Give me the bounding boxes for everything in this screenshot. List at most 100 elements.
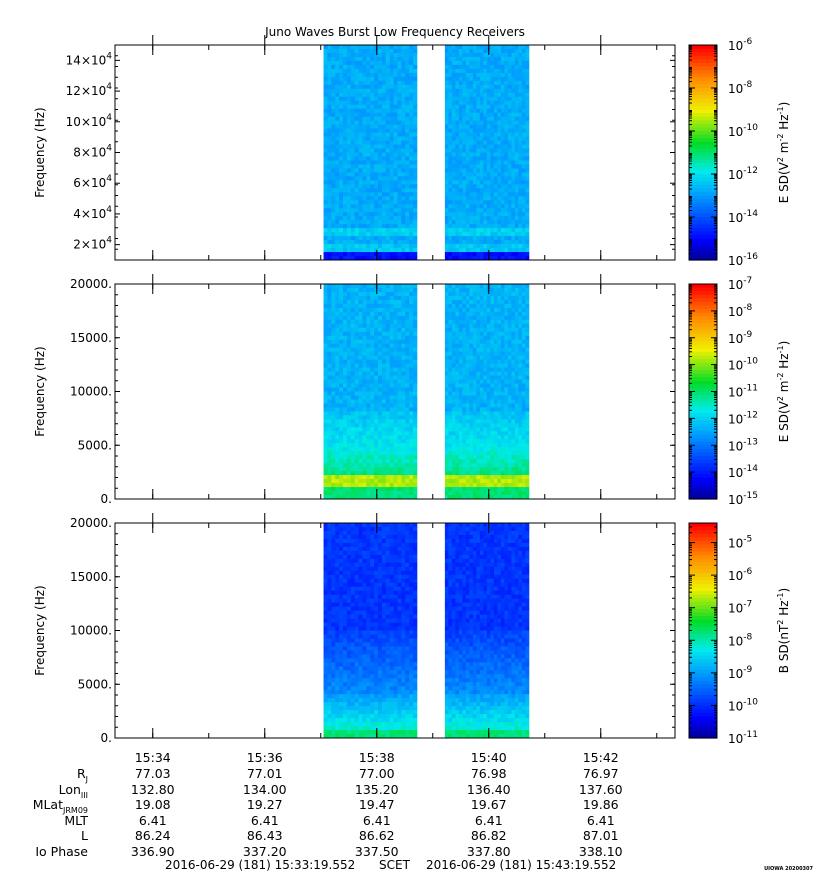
spectrogram-cell <box>327 92 332 98</box>
spectrogram-cell <box>525 176 530 181</box>
spectrogram-cell <box>362 363 367 369</box>
spectrogram-cell <box>514 140 519 145</box>
spectrogram-cell <box>472 236 477 241</box>
spectrogram-cell <box>378 367 383 372</box>
spectrogram-cell <box>521 240 526 245</box>
spectrogram-cell <box>389 164 394 169</box>
spectrogram-cell <box>465 108 470 114</box>
spectrogram-cell <box>335 323 340 329</box>
spectrogram-cell <box>413 451 418 456</box>
spectrogram-cell <box>486 323 491 329</box>
spectrogram-cell <box>354 160 359 165</box>
spectrogram-cell <box>358 252 363 257</box>
spectrogram-cell <box>413 363 418 369</box>
spectrogram-cell <box>346 351 352 357</box>
spectrogram-cell <box>358 120 363 126</box>
spectrogram-cell <box>327 331 332 337</box>
spectrogram-cell <box>350 152 356 157</box>
spectrogram-cell <box>413 108 418 114</box>
spectrogram-cell <box>514 200 519 205</box>
spectrogram-cell <box>343 96 348 102</box>
spectrogram-cell <box>500 339 505 345</box>
spectrogram-cell <box>366 256 371 261</box>
spectrogram-cell <box>500 311 505 317</box>
spectrogram-cell <box>381 355 387 361</box>
spectrogram-cell <box>327 144 332 149</box>
spectrogram-cell <box>385 56 391 62</box>
spectrogram-cell <box>413 244 418 249</box>
spectrogram-cell <box>493 327 498 333</box>
spectrogram-cell <box>521 403 526 408</box>
spectrogram-cell <box>358 443 363 448</box>
spectrogram-cell <box>486 200 491 205</box>
spectrogram-cell <box>350 467 356 472</box>
spectrogram-cell <box>323 463 328 468</box>
spectrogram-cell <box>350 244 356 249</box>
spectrogram-cell <box>331 192 336 197</box>
spectrogram-cell <box>350 299 356 305</box>
spectrogram-cell <box>521 116 526 122</box>
spectrogram-cell <box>462 311 467 317</box>
spectrogram-cell <box>331 216 336 221</box>
spectrogram-cell <box>409 399 414 404</box>
spectrogram-cell <box>346 240 352 245</box>
spectrogram-cell <box>479 244 484 249</box>
spectrogram-cell <box>444 104 449 110</box>
spectrogram-cell <box>393 359 398 365</box>
spectrogram-cell <box>518 68 523 74</box>
spectrogram-cell <box>497 64 502 70</box>
colorbar-segment <box>689 102 717 107</box>
spectrogram-cell <box>401 311 406 317</box>
spectrogram-cell <box>511 196 516 201</box>
spectrogram-cell <box>366 80 371 86</box>
spectrogram-cell <box>405 180 410 185</box>
spectrogram-cell <box>374 435 379 440</box>
spectrogram-cell <box>465 68 470 74</box>
spectrogram-cell <box>469 311 474 317</box>
spectrogram-cell <box>455 132 460 137</box>
spectrogram-cell <box>472 45 477 50</box>
spectrogram-cell <box>483 196 488 201</box>
spectrogram-cell <box>507 120 512 126</box>
spectrogram-cell <box>465 236 470 241</box>
spectrogram-cell <box>401 423 406 428</box>
spectrogram-cell <box>518 188 523 193</box>
spectrogram-cell <box>521 208 526 213</box>
spectrogram-cell <box>483 291 488 297</box>
spectrogram-cell <box>413 287 418 293</box>
spectrogram-cell <box>339 200 344 205</box>
spectrogram-cell <box>378 419 383 424</box>
spectrogram-cell <box>448 148 453 153</box>
spectrogram-cell <box>451 128 456 133</box>
spectrogram-cell <box>497 172 502 177</box>
spectrogram-cell <box>366 248 371 253</box>
spectrogram-cell <box>374 415 379 420</box>
spectrogram-cell <box>511 124 516 130</box>
spectrogram-cell <box>389 495 394 500</box>
spectrogram-cell <box>405 359 410 365</box>
spectrogram-cell <box>374 236 379 241</box>
spectrogram-cell <box>465 212 470 217</box>
spectrogram-cell <box>362 144 367 149</box>
spectrogram-cell <box>514 68 519 74</box>
spectrogram-cell <box>350 192 356 197</box>
spectrogram-cell <box>331 435 336 440</box>
spectrogram-cell <box>455 116 460 122</box>
spectrogram-cell <box>500 192 505 197</box>
spectrogram-cell <box>378 224 383 229</box>
spectrogram-cell <box>409 176 414 181</box>
spectrogram-cell <box>397 335 402 341</box>
spectrogram-cell <box>370 172 375 177</box>
spectrogram-cell <box>500 343 505 349</box>
spectrogram-cell <box>370 323 375 329</box>
spectrogram-cell <box>465 144 470 149</box>
spectrogram-cell <box>462 196 467 201</box>
spectrogram-cell <box>472 311 477 317</box>
spectrogram-cell <box>381 216 387 221</box>
spectrogram-cell <box>331 299 336 305</box>
spectrogram-cell <box>343 451 348 456</box>
spectrogram-cell <box>476 228 481 233</box>
spectrogram-cell <box>472 220 477 225</box>
spectrogram-cell <box>458 339 463 345</box>
spectrogram-cell <box>343 375 348 380</box>
